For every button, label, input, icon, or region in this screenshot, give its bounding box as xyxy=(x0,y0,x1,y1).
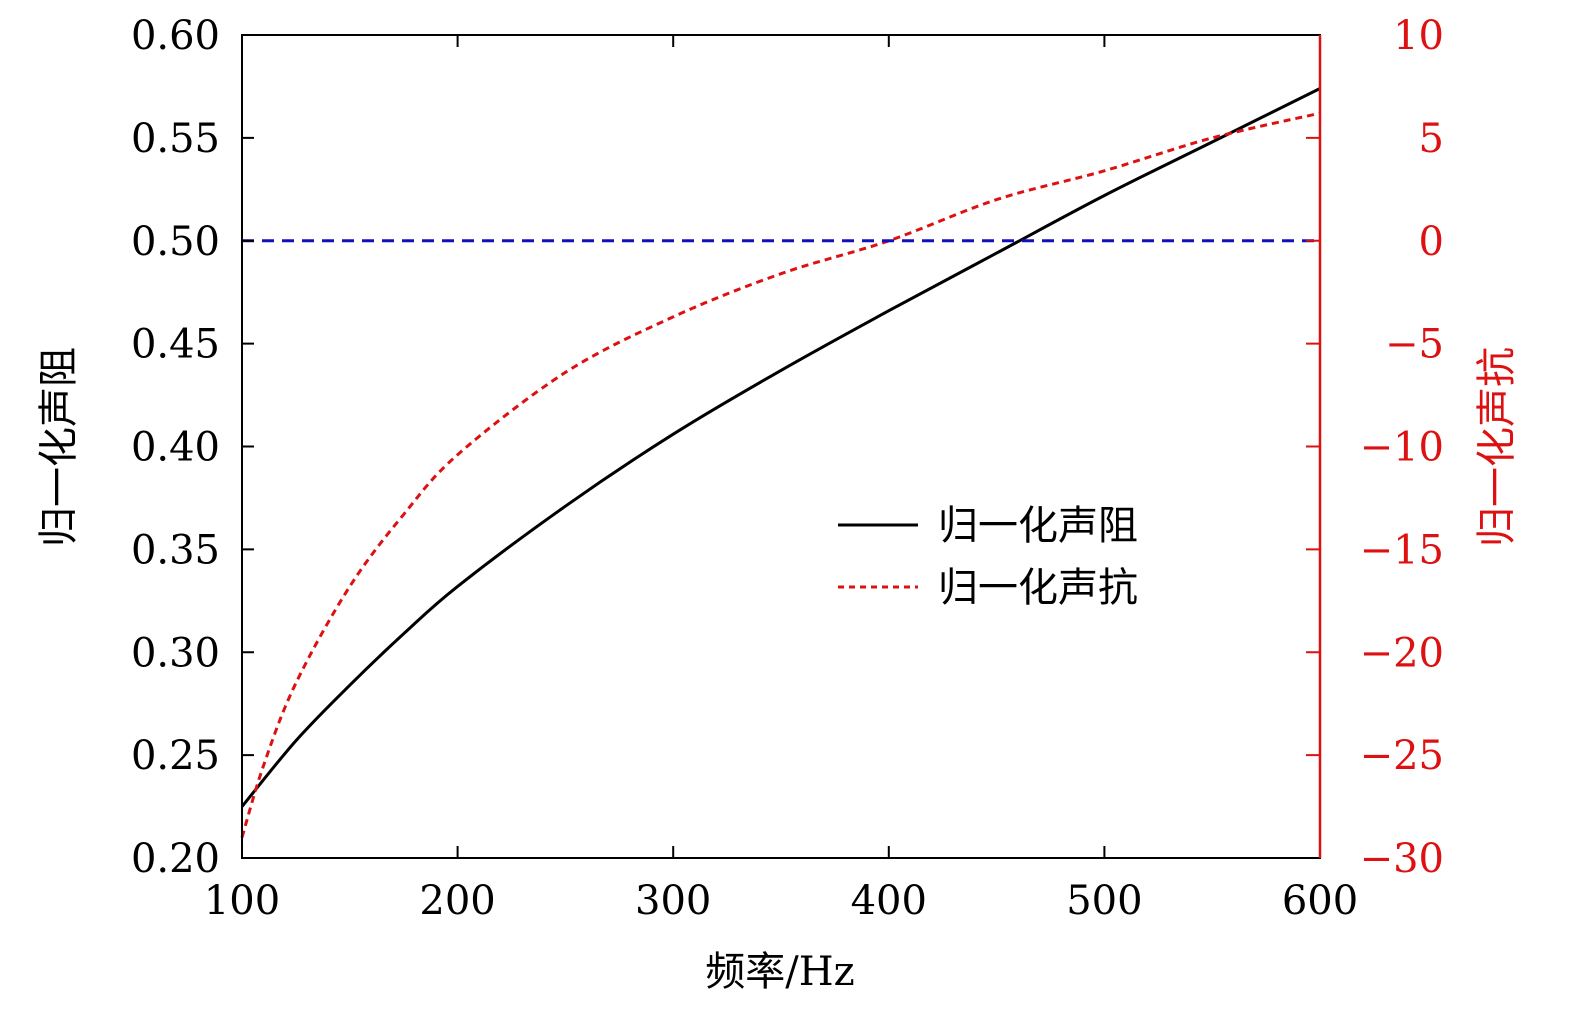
y2-tick-label: −5 xyxy=(1385,322,1444,368)
x-tick-label: 500 xyxy=(1066,878,1142,924)
y-tick-label: 0.25 xyxy=(131,733,220,779)
y2-tick-label: 5 xyxy=(1419,116,1444,162)
x-tick-label: 300 xyxy=(635,878,711,924)
y-tick-label: 0.55 xyxy=(131,116,220,162)
x-tick-label: 200 xyxy=(419,878,495,924)
legend-label-resistance: 归一化声阻 xyxy=(938,503,1138,549)
series-line-resistance xyxy=(240,87,1321,808)
ticks-layer: 100 200 300 400 500 6000.200.250.300.350.400.… xyxy=(131,13,1444,924)
y2-tick-label: −25 xyxy=(1360,733,1444,779)
legend-label-reactance: 归一化声抗 xyxy=(938,565,1138,611)
y2-tick-label: −20 xyxy=(1360,630,1444,676)
y2-tick-label: −30 xyxy=(1360,836,1444,882)
y-tick-label: 0.50 xyxy=(131,219,220,265)
y-tick-label: 0.45 xyxy=(131,322,220,368)
y-tick-label: 0.60 xyxy=(131,13,220,59)
y2-tick-label: −15 xyxy=(1360,527,1444,573)
x-axis-title: 频率/Hz xyxy=(705,949,854,995)
y2-tick-label: 10 xyxy=(1393,13,1444,59)
y-tick-label: 0.20 xyxy=(131,836,220,882)
y2-tick-label: −10 xyxy=(1360,425,1444,471)
x-tick-label: 600 xyxy=(1282,878,1358,924)
series-line-reactance xyxy=(240,111,1321,838)
y2-tick-label: 0 xyxy=(1419,219,1444,265)
y-tick-label: 0.35 xyxy=(131,527,220,573)
y-tick-label: 0.30 xyxy=(131,630,220,676)
plot-frame xyxy=(241,34,1321,859)
series-layer xyxy=(240,87,1321,838)
y-tick-label: 0.40 xyxy=(131,425,220,471)
y-axis-title: 归一化声阻 xyxy=(36,347,82,547)
x-tick-label: 400 xyxy=(851,878,927,924)
legend: 归一化声阻 归一化声抗 xyxy=(838,503,1138,611)
x-tick-label: 100 xyxy=(204,878,280,924)
y2-axis-title: 归一化声抗 xyxy=(1474,347,1520,547)
